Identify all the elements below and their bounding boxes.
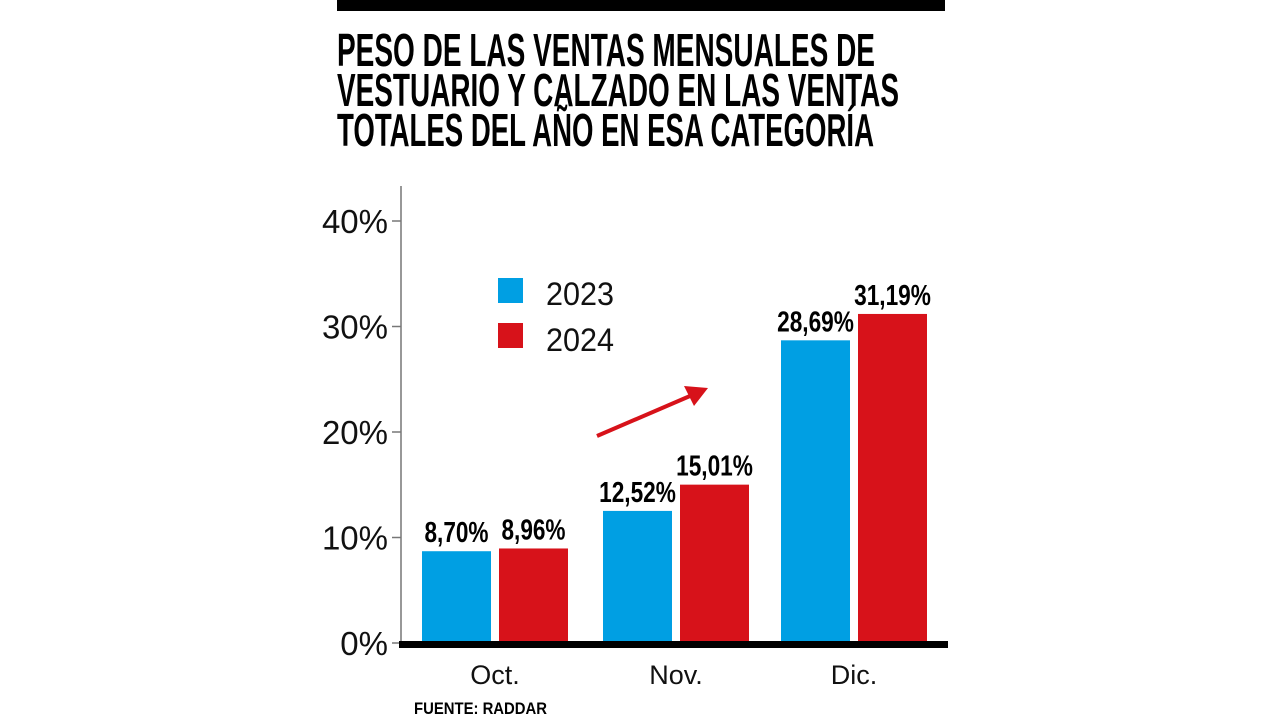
source-note: FUENTE: RADDAR <box>414 699 547 718</box>
y-tick-label: 10% <box>322 520 388 557</box>
y-tick-label: 30% <box>322 309 388 346</box>
chart-title-line-1: PESO DE LAS VENTAS MENSUALES DE <box>337 24 875 76</box>
legend-label-2023: 2023 <box>546 276 614 312</box>
trend-arrow <box>596 386 708 438</box>
y-tick-label: 40% <box>322 203 388 240</box>
chart-title-line-2: VESTUARIO Y CALZADO EN LAS VENTAS <box>337 64 899 116</box>
bar-2024-0 <box>499 548 568 643</box>
data-label: 15,01% <box>676 451 753 483</box>
y-tick-label: 20% <box>322 414 388 451</box>
bar-2023-0 <box>422 551 491 643</box>
x-tick-label: Nov. <box>649 660 703 690</box>
chart-title-line-3: TOTALES DEL AÑO EN ESA CATEGORÍA <box>337 104 874 156</box>
x-tick-label: Oct. <box>470 660 520 690</box>
bar-2024-2 <box>858 313 927 643</box>
legend-label-2024: 2024 <box>546 322 614 358</box>
bar-2023-2 <box>781 340 850 643</box>
legend-swatch-2024 <box>498 323 523 348</box>
bar-2023-1 <box>603 510 672 643</box>
data-label: 8,70% <box>425 517 489 549</box>
x-tick-label: Dic. <box>831 660 878 690</box>
data-label: 31,19% <box>854 280 931 312</box>
y-tick-label: 0% <box>340 625 388 662</box>
top-rule <box>337 0 945 11</box>
data-label: 8,96% <box>502 514 566 546</box>
legend: 2023 2024 <box>498 276 614 358</box>
legend-swatch-2023 <box>498 278 523 303</box>
data-label: 12,52% <box>599 477 676 509</box>
data-label: 28,69% <box>777 306 854 338</box>
bar-2024-1 <box>680 484 749 643</box>
x-axis-baseline <box>399 641 948 648</box>
